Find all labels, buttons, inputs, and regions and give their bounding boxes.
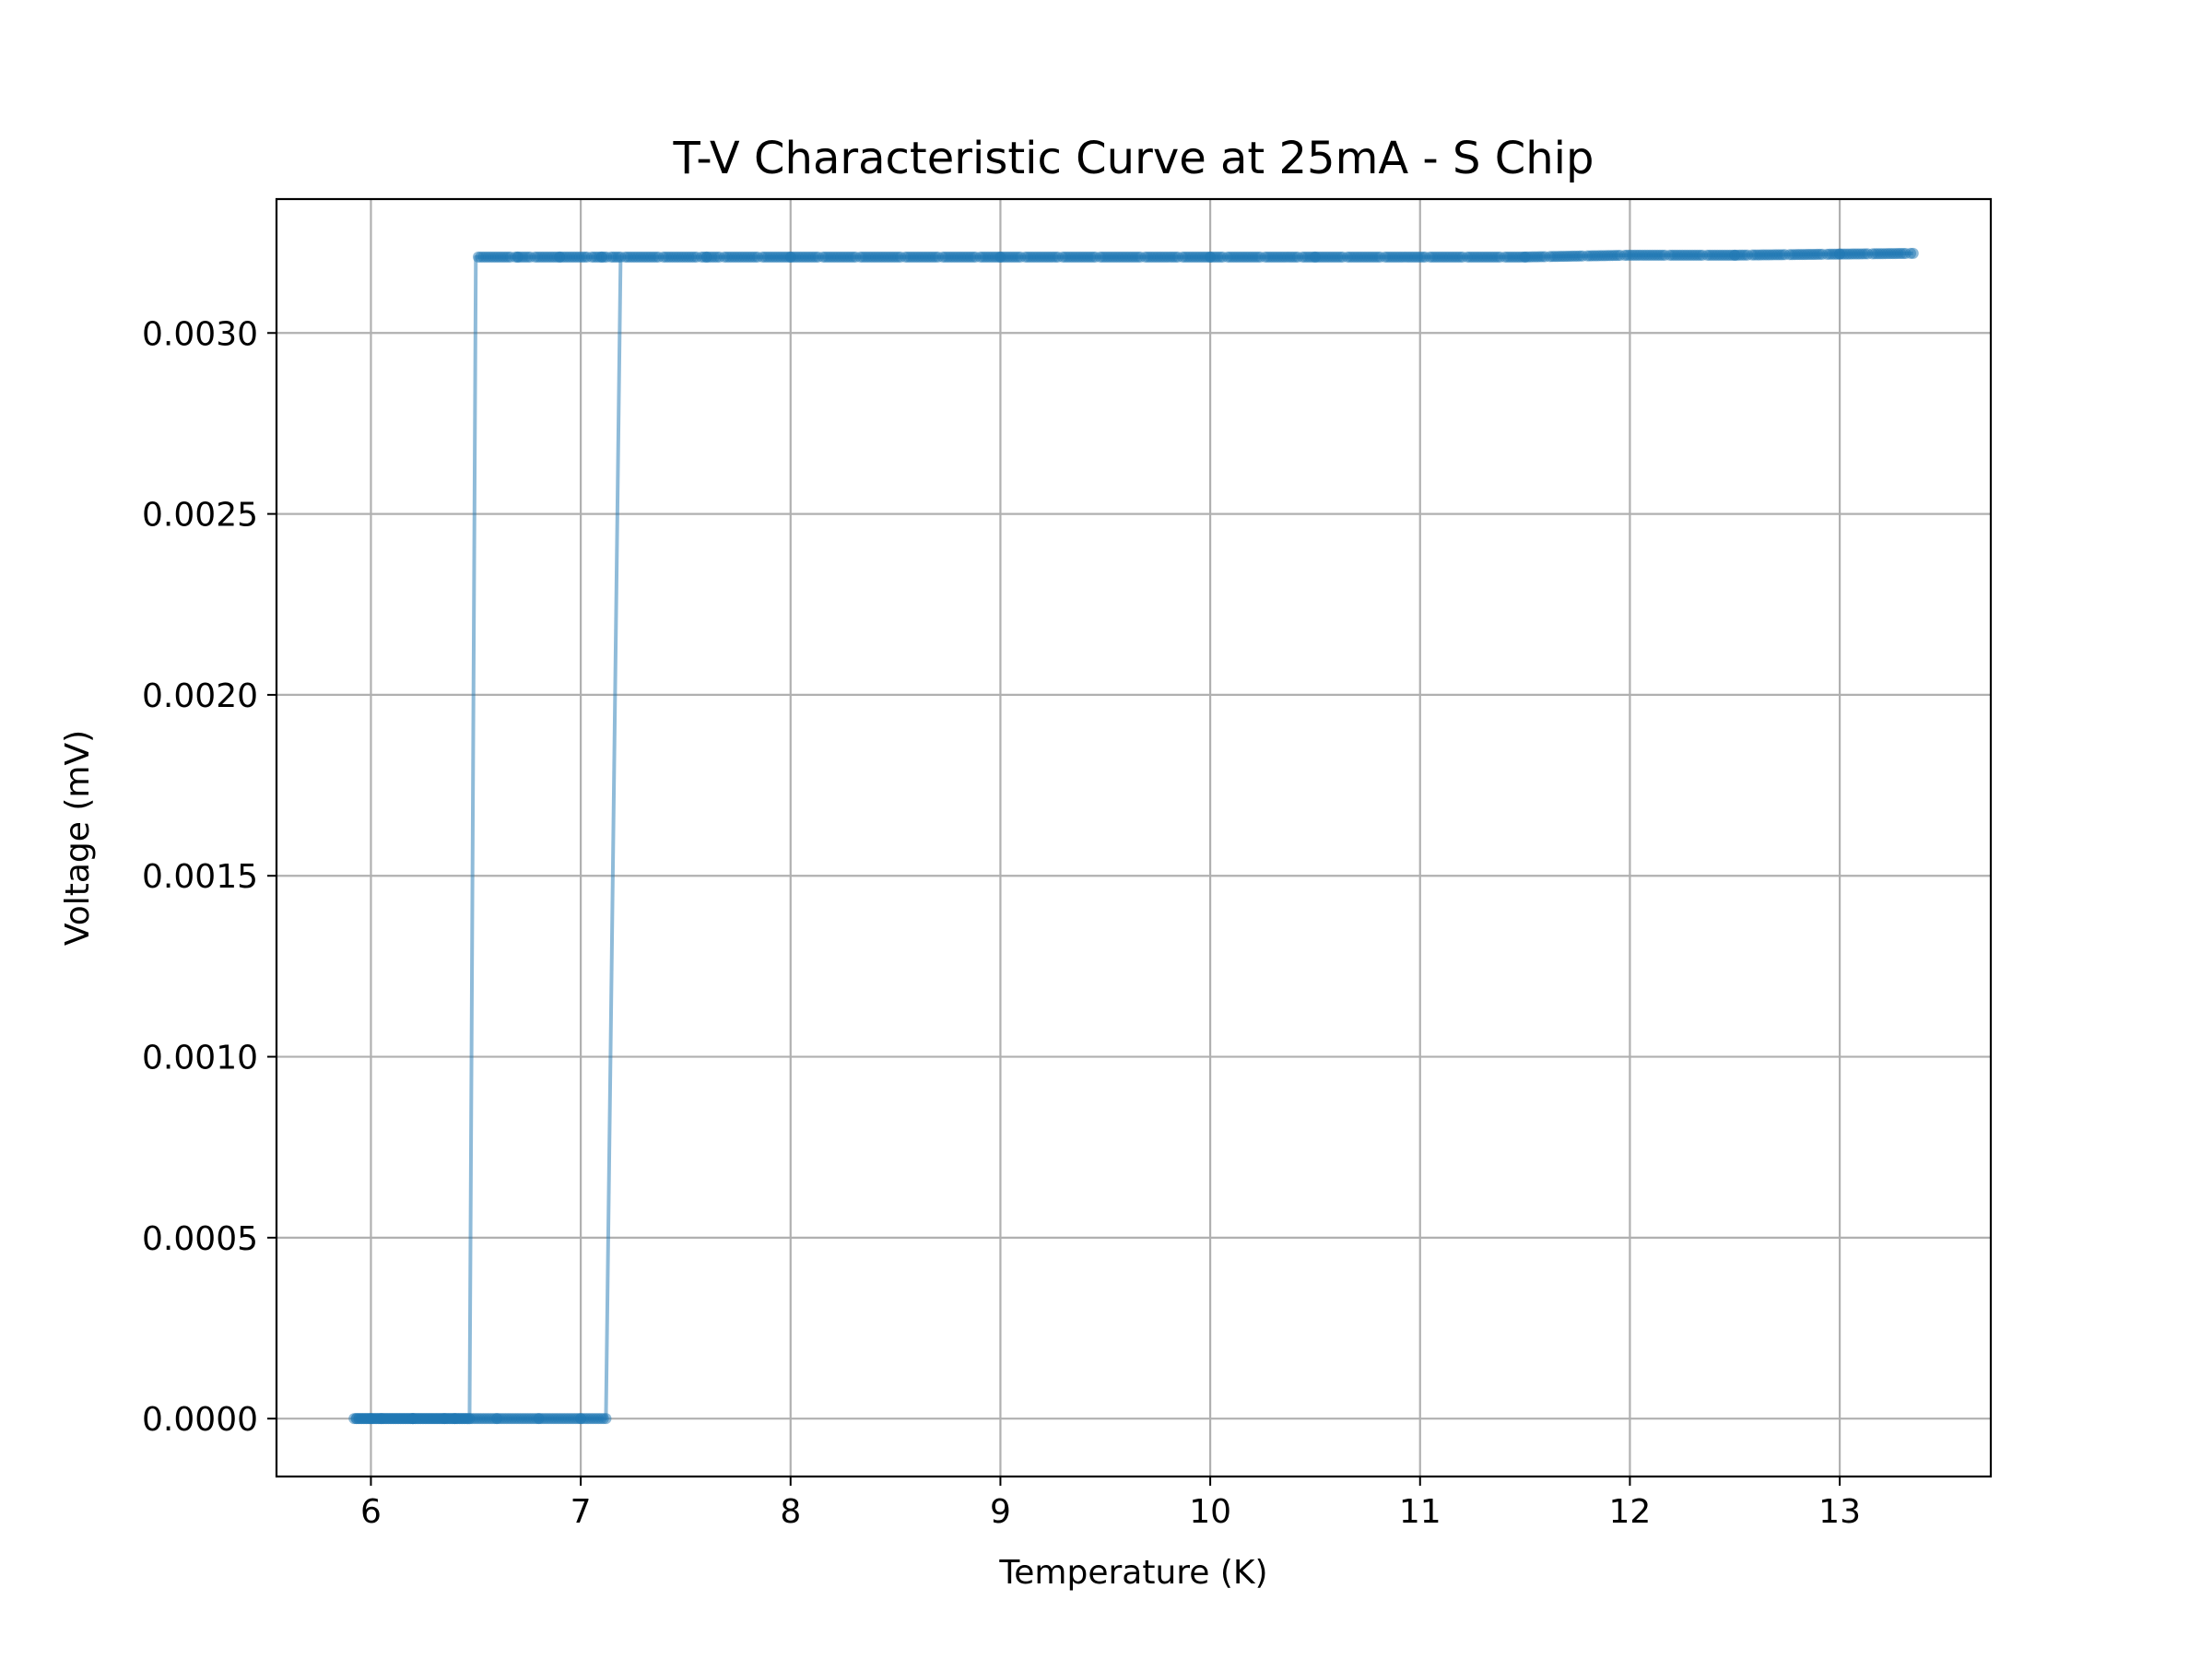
plot-frame	[275, 197, 1993, 1478]
x-tick-label: 7	[571, 1493, 592, 1531]
y-axis-label: Voltage (mV)	[59, 730, 97, 946]
x-tick-label: 6	[360, 1493, 382, 1531]
axis-ticks: 6 7 8 9 10 11 12 13 0.0000 0.0005 0.0010 0.0015 0.00…	[142, 315, 1861, 1531]
y-tick-label: 0.0005	[142, 1220, 258, 1258]
plot-data	[348, 247, 1919, 1425]
chart-title: T-V Characteristic Curve at 25mA - S Chi…	[673, 133, 1594, 184]
x-axis-label: Temperature (K)	[998, 1554, 1267, 1592]
data-point	[350, 1413, 362, 1425]
y-tick-label: 0.0000	[142, 1401, 258, 1439]
x-tick-label: 13	[1818, 1493, 1861, 1531]
y-tick-label: 0.0015	[142, 858, 258, 896]
y-tick-label: 0.0030	[142, 315, 258, 353]
x-tick-label: 11	[1399, 1493, 1441, 1531]
y-tick-label: 0.0020	[142, 677, 258, 715]
x-tick-label: 10	[1189, 1493, 1231, 1531]
x-tick-label: 8	[780, 1493, 801, 1531]
x-tick-label: 12	[1609, 1493, 1652, 1531]
data-point	[1907, 247, 1919, 259]
y-tick-label: 0.0010	[142, 1040, 258, 1077]
y-tick-label: 0.0025	[142, 497, 258, 535]
x-tick-label: 9	[990, 1493, 1011, 1531]
